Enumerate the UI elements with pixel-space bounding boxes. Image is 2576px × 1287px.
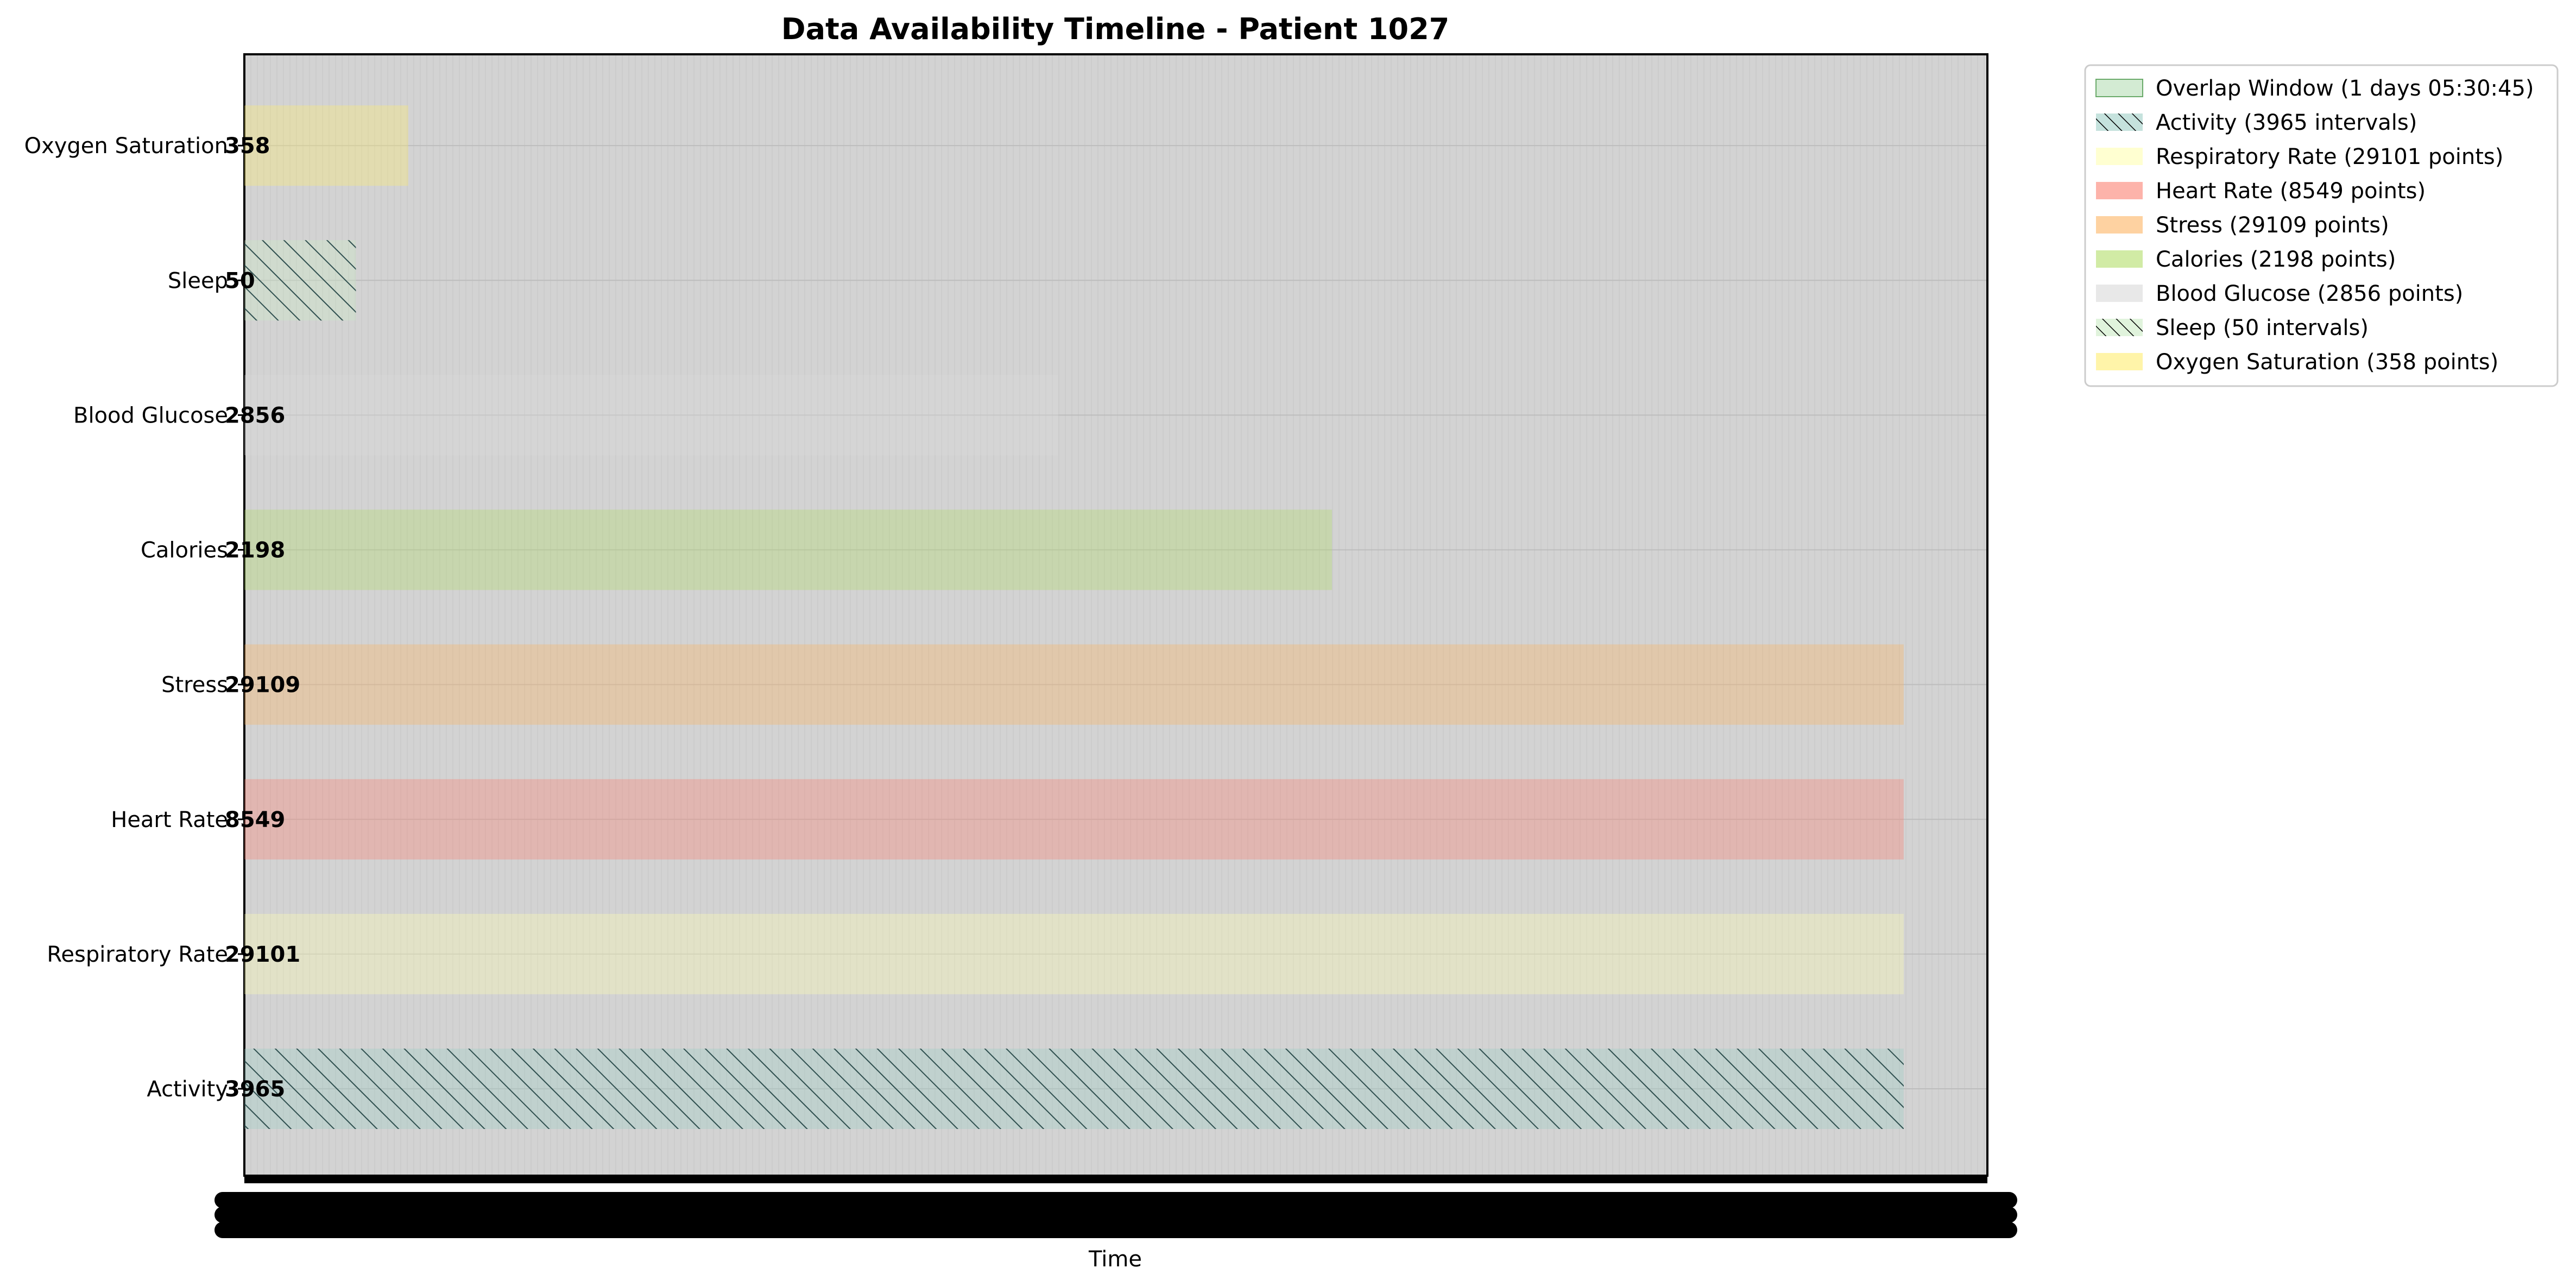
plot-background xyxy=(244,54,1987,1176)
legend-swatch xyxy=(2096,148,2143,165)
y-tick-label: Heart Rate xyxy=(111,807,228,832)
bar-respiratory-rate xyxy=(244,913,1904,994)
legend-swatch xyxy=(2096,353,2143,370)
legend-swatch xyxy=(2096,250,2143,268)
legend-entry-label: Overlap Window (1 days 05:30:45) xyxy=(2156,76,2534,101)
chart-title: Data Availability Timeline - Patient 102… xyxy=(781,12,1449,46)
legend-swatch-hatch xyxy=(2096,113,2143,131)
y-tick-label: Activity xyxy=(147,1077,228,1102)
x-axis-label: Time xyxy=(1088,1247,1142,1272)
bar-oxygen-saturation xyxy=(244,105,408,186)
bar-count-label: 3965 xyxy=(225,1077,285,1102)
x-tick-labels-overlap-0 xyxy=(214,1192,2017,1208)
y-tick-label: Calories xyxy=(141,538,228,563)
legend-entry-label: Respiratory Rate (29101 points) xyxy=(2156,144,2503,169)
legend: Overlap Window (1 days 05:30:45) Activity… xyxy=(2084,64,2559,387)
bar-count-label: 358 xyxy=(225,134,270,159)
legend-swatch xyxy=(2096,285,2143,302)
bar-count-label: 2198 xyxy=(225,538,285,563)
y-tick-label: Stress xyxy=(161,673,228,698)
legend-entry-label: Sleep (50 intervals) xyxy=(2156,316,2369,340)
legend-entry-label: Oxygen Saturation (358 points) xyxy=(2156,350,2498,375)
x-tick-labels-overlap-1 xyxy=(214,1207,2017,1223)
legend-swatch xyxy=(2096,216,2143,234)
x-tick-labels-overlap-2 xyxy=(214,1222,2017,1238)
bar-count-label: 29101 xyxy=(225,942,300,967)
bar-calories xyxy=(244,509,1333,590)
bar-blood-glucose xyxy=(244,375,1059,456)
y-tick-label: Respiratory Rate xyxy=(47,942,228,967)
bar-count-label: 2856 xyxy=(225,403,285,428)
legend-entry-label: Stress (29109 points) xyxy=(2156,213,2389,238)
x-ticks-dense xyxy=(244,1176,1987,1183)
legend-entry-label: Activity (3965 intervals) xyxy=(2156,110,2417,135)
y-axis-labels: Activity Respiratory Rate Heart Rate Stress… xyxy=(24,134,244,1102)
bar-count-label: 8549 xyxy=(225,807,285,832)
plot-area xyxy=(243,53,1988,1177)
x-axis xyxy=(214,1176,2017,1238)
bar-hatch xyxy=(244,240,356,321)
legend-entry-label: Calories (2198 points) xyxy=(2156,247,2396,272)
y-tick-label: Oxygen Saturation xyxy=(24,134,228,159)
bar-hatch xyxy=(244,1049,1904,1129)
legend-swatch xyxy=(2095,79,2143,97)
legend-entry-label: Heart Rate (8549 points) xyxy=(2156,179,2426,204)
y-tick-label: Blood Glucose xyxy=(73,403,228,428)
bar-stress xyxy=(244,644,1904,725)
y-tick-label: Sleep xyxy=(168,268,228,293)
legend-swatch xyxy=(2096,182,2143,199)
bar-heart-rate xyxy=(244,779,1904,860)
legend-swatch-hatch xyxy=(2096,319,2143,336)
legend-entry-label: Blood Glucose (2856 points) xyxy=(2156,281,2463,306)
legend-box xyxy=(2084,64,2559,387)
bar-count-label: 29109 xyxy=(225,673,300,698)
